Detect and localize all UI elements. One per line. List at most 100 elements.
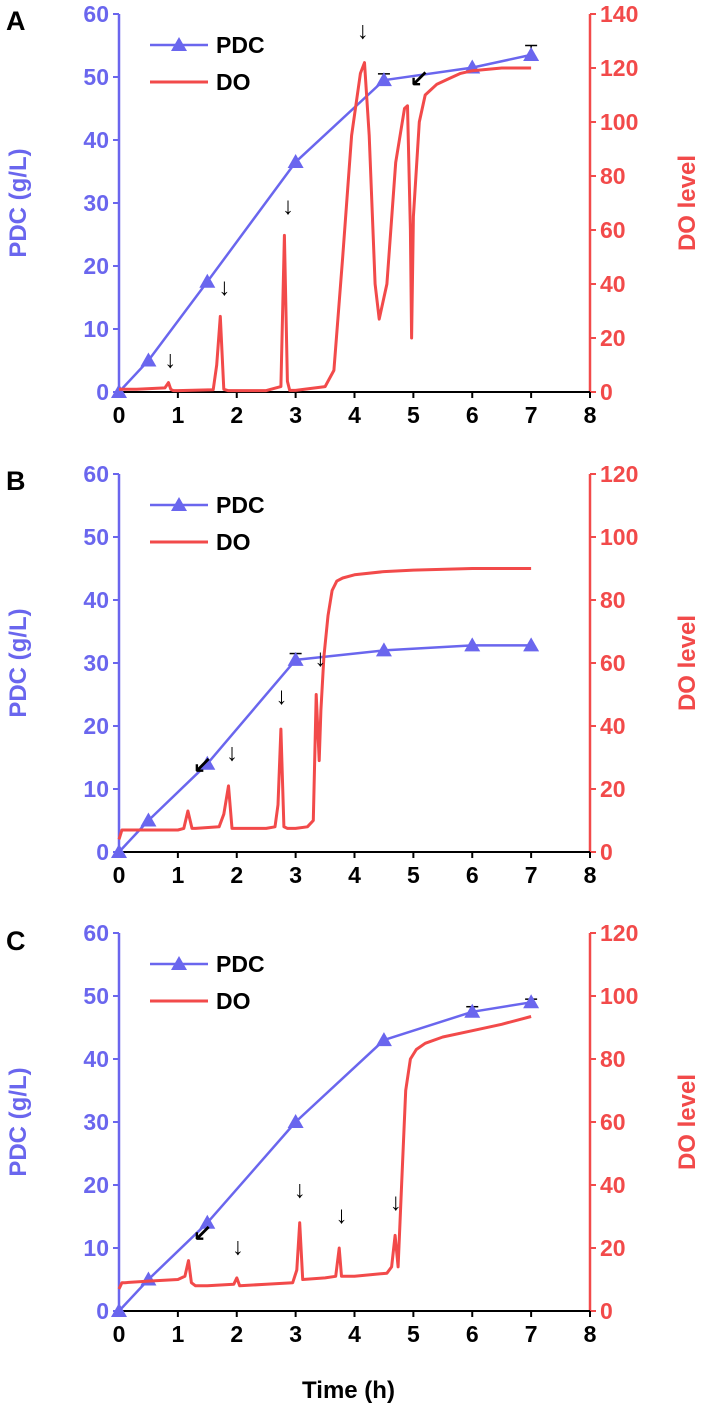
left-tick-label: 0 <box>96 379 109 405</box>
pdc-marker <box>199 273 216 288</box>
x-tick-label: 6 <box>466 402 479 428</box>
arrow-annotation: ↓ <box>314 645 326 672</box>
right-tick-label: 0 <box>600 1298 613 1324</box>
right-tick-label: 20 <box>600 325 626 351</box>
pdc-marker <box>375 1032 392 1047</box>
x-tick-label: 3 <box>289 862 302 888</box>
arrow-annotation: ↓ <box>275 683 287 710</box>
pdc-marker <box>375 642 392 657</box>
series-line-pdc <box>118 644 532 853</box>
pdc-marker <box>140 352 157 367</box>
right-tick-label: 80 <box>600 163 626 189</box>
x-tick-label: 1 <box>171 862 184 888</box>
x-tick-label: 5 <box>407 402 420 428</box>
x-tick-label: 0 <box>113 402 126 428</box>
series-line-do <box>119 61 532 393</box>
x-tick-label: 4 <box>348 402 361 428</box>
x-tick-label: 2 <box>230 402 243 428</box>
right-tick-label: 60 <box>600 1109 626 1135</box>
left-tick-label: 10 <box>83 1235 109 1261</box>
x-tick-label: 8 <box>584 1321 597 1347</box>
right-tick-label: 40 <box>600 1172 626 1198</box>
arrow-annotation: ↙ <box>193 752 213 779</box>
x-tick-label: 6 <box>466 862 479 888</box>
right-tick-label: 20 <box>600 1235 626 1261</box>
pdc-marker <box>287 1114 304 1128</box>
pdc-marker <box>464 1003 481 1018</box>
pdc-marker <box>523 994 540 1009</box>
panel-letter: B <box>6 466 26 496</box>
legend-do-label: DO <box>216 69 251 95</box>
pdc-marker <box>464 637 481 652</box>
x-tick-label: 2 <box>230 1321 243 1347</box>
right-tick-label: 0 <box>600 839 613 865</box>
right-tick-label: 60 <box>600 217 626 243</box>
left-tick-label: 20 <box>83 1172 109 1198</box>
x-tick-label: 4 <box>348 1321 361 1347</box>
left-tick-label: 30 <box>83 650 109 676</box>
panel-b: B 0 10 20 30 40 50 60 0 20 40 60 80 100 120 0 1 2 3 4 5 6 7 8 PD… <box>5 461 701 888</box>
arrow-annotation: ↓ <box>232 1233 244 1260</box>
left-tick-label: 60 <box>83 461 109 487</box>
arrow-annotation: ↓ <box>390 1189 402 1216</box>
legend-pdc-label: PDC <box>216 492 265 518</box>
right-tick-label: 100 <box>600 983 638 1009</box>
pdc-marker <box>140 812 157 827</box>
pdc-marker <box>523 637 540 652</box>
x-tick-label: 0 <box>113 1321 126 1347</box>
right-tick-label: 120 <box>600 920 638 946</box>
pdc-marker <box>199 1214 216 1229</box>
left-tick-label: 60 <box>83 920 109 946</box>
x-tick-label: 4 <box>348 862 361 888</box>
arrow-annotation: ↓ <box>164 347 176 374</box>
x-tick-label: 5 <box>407 862 420 888</box>
arrow-annotation: ↓ <box>336 1202 348 1229</box>
left-tick-label: 0 <box>96 839 109 865</box>
pdc-marker <box>111 844 127 858</box>
arrow-annotation: ↓ <box>282 193 294 220</box>
left-tick-label: 40 <box>83 1046 109 1072</box>
pdc-marker <box>199 755 216 770</box>
right-tick-label: 140 <box>600 1 638 27</box>
left-tick-label: 10 <box>83 776 109 802</box>
legend-pdc-label: PDC <box>216 32 265 58</box>
right-tick-label: 120 <box>600 55 638 81</box>
x-tick-label: 2 <box>230 862 243 888</box>
x-tick-label: 7 <box>525 402 538 428</box>
left-tick-label: 40 <box>83 587 109 613</box>
x-tick-label: 0 <box>113 862 126 888</box>
arrow-annotation: ↙ <box>409 66 429 93</box>
right-tick-label: 40 <box>600 713 626 739</box>
arrow-annotation: ↓ <box>226 740 238 767</box>
series-line-do <box>117 567 532 840</box>
legend-pdc-marker <box>171 956 187 970</box>
pdc-marker <box>287 651 304 666</box>
x-tick-label: 8 <box>584 402 597 428</box>
right-axis-title: DO level <box>674 1074 701 1170</box>
right-tick-label: 40 <box>600 271 626 297</box>
left-tick-label: 40 <box>83 127 109 153</box>
x-tick-label: 8 <box>584 862 597 888</box>
pdc-marker <box>111 1303 127 1317</box>
left-tick-label: 50 <box>83 983 109 1009</box>
panel-letter: C <box>6 926 26 956</box>
left-axis-title: PDC (g/L) <box>5 1067 32 1176</box>
left-tick-label: 0 <box>96 1298 109 1324</box>
arrow-annotation: ↙ <box>193 1221 213 1248</box>
right-tick-label: 20 <box>600 776 626 802</box>
legend-pdc-marker <box>171 497 187 511</box>
panel-c: C 0 10 20 30 40 50 60 0 20 40 60 80 100 120 0 1 2 3 4 5 6 7 8 PD… <box>5 920 701 1404</box>
left-tick-label: 30 <box>83 190 109 216</box>
right-tick-label: 0 <box>600 379 613 405</box>
legend-pdc-marker <box>171 37 187 51</box>
series-line-do <box>117 1015 532 1290</box>
series-line-pdc <box>118 1001 532 1312</box>
x-tick-label: 7 <box>525 1321 538 1347</box>
right-tick-label: 60 <box>600 650 626 676</box>
arrow-annotation: ↓ <box>294 1177 306 1204</box>
legend-pdc-label: PDC <box>216 951 265 977</box>
panel-letter: A <box>6 6 26 36</box>
left-tick-label: 50 <box>83 64 109 90</box>
x-tick-label: 1 <box>171 1321 184 1347</box>
